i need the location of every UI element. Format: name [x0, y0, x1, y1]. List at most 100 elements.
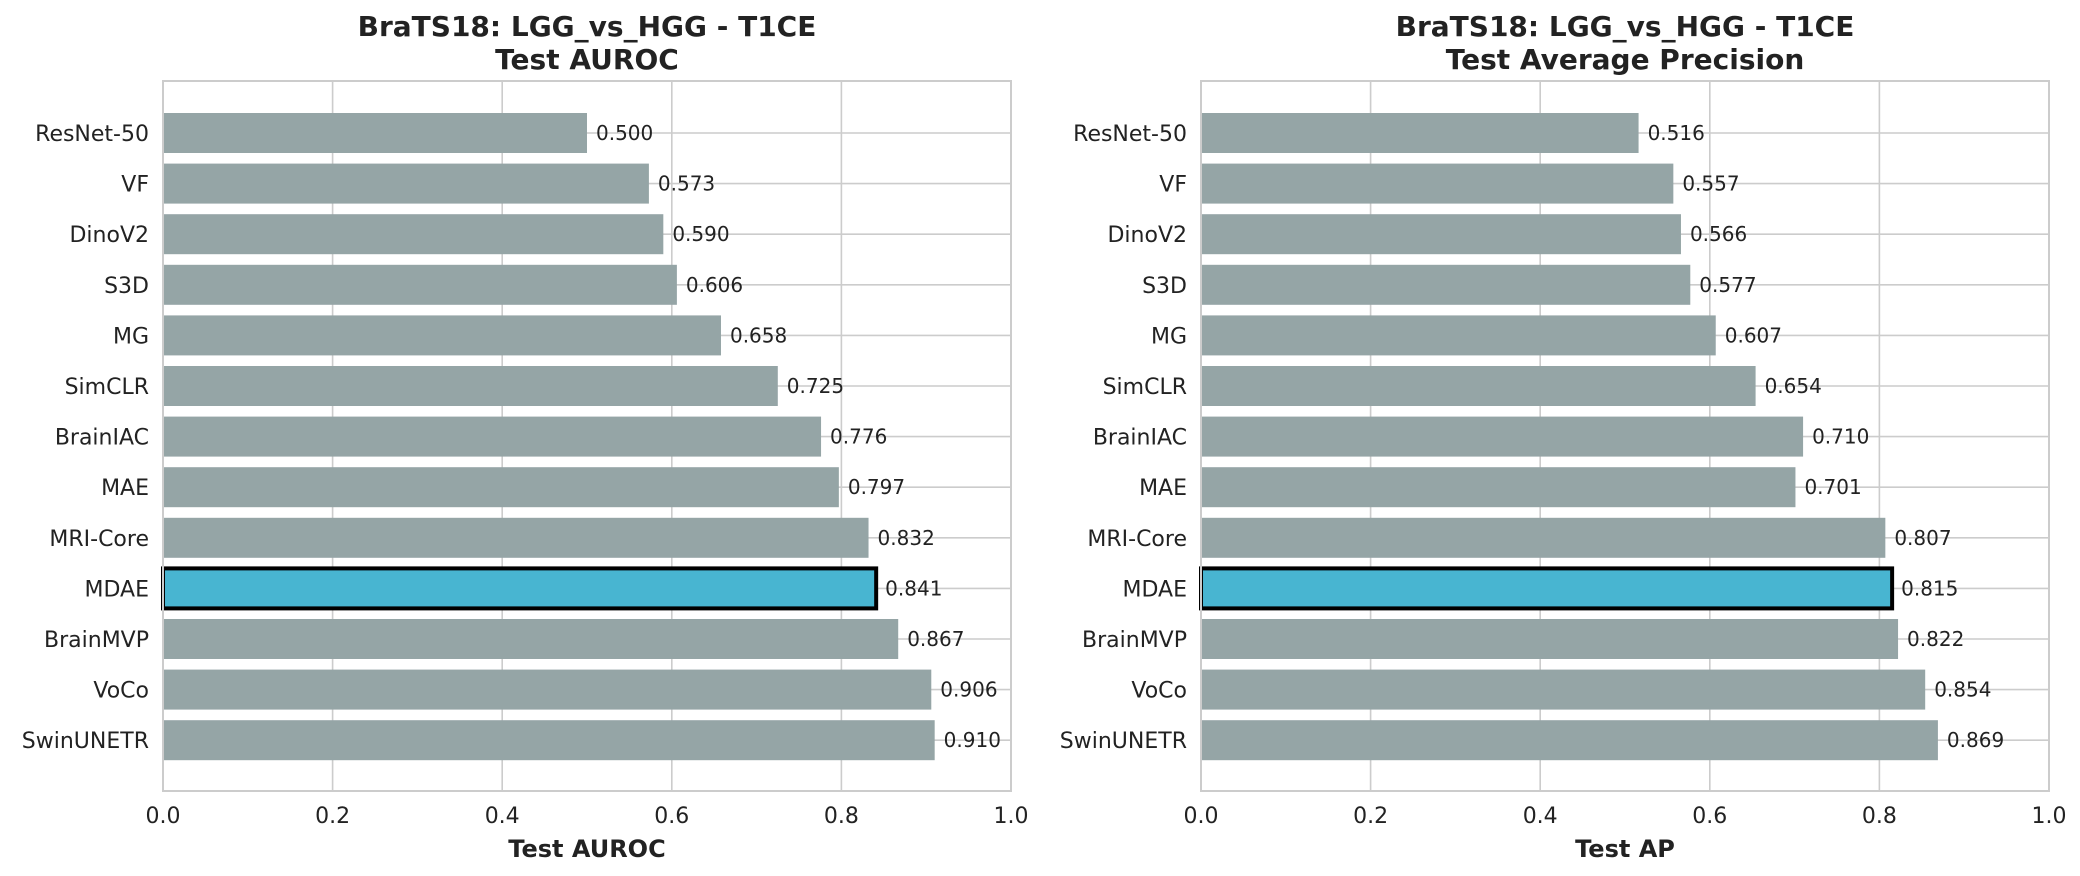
y-tick-label: S3D — [1142, 274, 1187, 299]
x-tick-label: 0.0 — [146, 804, 181, 829]
y-tick-label: VoCo — [1131, 679, 1187, 704]
y-tick-label: VoCo — [93, 679, 149, 704]
value-label: 0.516 — [1648, 121, 1705, 145]
value-label: 0.854 — [1934, 678, 1991, 702]
bar — [163, 416, 822, 457]
value-label: 0.701 — [1804, 475, 1861, 499]
chart-panel-average-precision: BraTS18: LGG_vs_HGG - T1CE Test Average … — [1060, 10, 2067, 863]
axes-frame — [1200, 80, 2050, 792]
y-tick-label: SimCLR — [1103, 375, 1187, 400]
value-label: 0.815 — [1901, 576, 1958, 600]
value-label: 0.832 — [878, 526, 935, 550]
y-tick-label: SwinUNETR — [22, 729, 149, 754]
y-tick-label: MRI-Core — [1087, 527, 1187, 552]
y-tick-label: BrainIAC — [1093, 426, 1187, 451]
bar — [163, 163, 649, 204]
bar — [1201, 467, 1796, 508]
x-axis-label: Test AUROC — [508, 835, 665, 863]
bar — [1201, 669, 1926, 710]
x-tick-label: 0.4 — [485, 804, 520, 829]
bar — [163, 214, 664, 255]
y-tick-label: DinoV2 — [1107, 223, 1187, 248]
value-label: 0.557 — [1682, 172, 1739, 196]
y-tick-label: BrainIAC — [55, 426, 149, 451]
value-label: 0.500 — [596, 121, 653, 145]
x-tick-label: 1.0 — [2032, 804, 2067, 829]
y-tick-label: MG — [113, 324, 149, 349]
value-label: 0.841 — [885, 576, 942, 600]
chart-subtitle: Test AUROC — [495, 43, 679, 76]
chart-title: BraTS18: LGG_vs_HGG - T1CE — [358, 10, 817, 43]
bar — [163, 113, 587, 153]
value-label: 0.573 — [658, 172, 715, 196]
y-tick-label: MAE — [101, 476, 149, 501]
y-tick-label: VF — [1159, 173, 1187, 198]
x-axis-label: Test AP — [1575, 835, 1675, 863]
value-label: 0.725 — [787, 374, 844, 398]
bar — [1201, 416, 1804, 457]
x-tick-label: 0.6 — [1692, 804, 1727, 829]
x-tick-label: 0.8 — [1862, 804, 1897, 829]
bar — [163, 315, 721, 356]
y-tick-label: MRI-Core — [49, 527, 149, 552]
value-label: 0.658 — [730, 323, 787, 347]
y-tick-label: BrainMVP — [44, 628, 149, 653]
value-label: 0.797 — [848, 475, 905, 499]
y-tick-label: MAE — [1139, 476, 1187, 501]
bars — [161, 113, 935, 761]
value-label: 0.654 — [1765, 374, 1822, 398]
bar — [163, 366, 778, 406]
x-tick-label: 0.8 — [824, 804, 859, 829]
value-label: 0.566 — [1690, 222, 1747, 246]
value-label: 0.776 — [830, 425, 887, 449]
value-label: 0.606 — [686, 273, 743, 297]
bar — [1201, 366, 1756, 406]
bar — [1201, 214, 1681, 255]
x-tick-label: 0.4 — [1523, 804, 1558, 829]
bar — [163, 720, 935, 761]
bar — [1201, 315, 1716, 356]
bar — [163, 669, 932, 710]
y-tick-label: ResNet-50 — [35, 122, 149, 147]
x-tick-label: 0.0 — [1184, 804, 1219, 829]
y-tick-label: SwinUNETR — [1060, 729, 1187, 754]
bar-highlighted — [1199, 566, 1895, 611]
bar — [1201, 720, 1938, 761]
y-tick-label: S3D — [104, 274, 149, 299]
bar — [163, 467, 839, 508]
bar — [163, 517, 869, 558]
value-label: 0.807 — [1894, 526, 1951, 550]
y-tick-label: DinoV2 — [69, 223, 149, 248]
bar — [163, 264, 677, 305]
chart-subtitle: Test Average Precision — [1446, 43, 1805, 76]
labels: 0.0 0.2 0.4 0.6 0.8 1.0 ResNet-50 0.500 VF 0.573 D… — [22, 121, 1029, 829]
y-tick-label: MG — [1151, 324, 1187, 349]
x-tick-label: 0.2 — [1353, 804, 1388, 829]
bar — [163, 619, 899, 659]
value-label: 0.577 — [1699, 273, 1756, 297]
bar-highlighted — [161, 566, 879, 611]
y-tick-label: VF — [121, 173, 149, 198]
x-tick-label: 0.2 — [315, 804, 350, 829]
labels: 0.0 0.2 0.4 0.6 0.8 1.0 ResNet-50 0.516 VF 0.557 D… — [1060, 121, 2067, 829]
value-label: 0.590 — [672, 222, 729, 246]
bar — [1201, 619, 1899, 659]
y-tick-label: MDAE — [1123, 577, 1188, 602]
y-tick-label: SimCLR — [65, 375, 149, 400]
y-tick-label: MDAE — [85, 577, 150, 602]
x-tick-label: 0.6 — [654, 804, 689, 829]
value-label: 0.867 — [907, 627, 964, 651]
value-label: 0.906 — [940, 678, 997, 702]
bar — [1201, 163, 1674, 204]
bar — [1201, 517, 1886, 558]
value-label: 0.607 — [1725, 323, 1782, 347]
value-label: 0.869 — [1947, 728, 2004, 752]
value-label: 0.710 — [1812, 425, 1869, 449]
bars — [1199, 113, 1938, 761]
bar — [1201, 113, 1639, 153]
chart-title: BraTS18: LGG_vs_HGG - T1CE — [1396, 10, 1855, 43]
chart-panel-auroc: BraTS18: LGG_vs_HGG - T1CE Test AUROC Te… — [22, 10, 1029, 863]
x-tick-label: 1.0 — [994, 804, 1029, 829]
axes-frame — [162, 80, 1012, 792]
